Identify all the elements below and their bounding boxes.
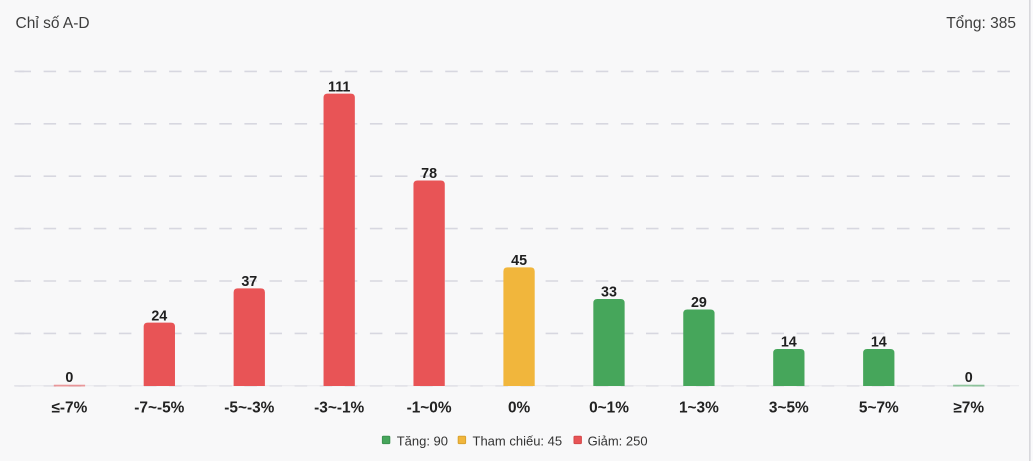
svg-text:0: 0	[65, 370, 73, 386]
svg-text:0~1%: 0~1%	[589, 400, 629, 417]
svg-text:-5~-3%: -5~-3%	[224, 400, 274, 417]
svg-text:-1~0%: -1~0%	[407, 400, 452, 417]
svg-text:45: 45	[511, 253, 527, 269]
svg-text:Tăng: 90: Tăng: 90	[397, 433, 448, 448]
svg-text:14: 14	[871, 335, 887, 351]
svg-text:24: 24	[151, 308, 167, 324]
svg-text:29: 29	[691, 295, 707, 311]
svg-text:78: 78	[421, 166, 437, 182]
svg-text:≤-7%: ≤-7%	[51, 400, 87, 417]
svg-text:Giảm: 250: Giảm: 250	[588, 433, 648, 448]
svg-text:-3~-1%: -3~-1%	[314, 400, 364, 417]
svg-text:0%: 0%	[508, 400, 531, 417]
svg-text:111: 111	[328, 79, 350, 95]
svg-text:1~3%: 1~3%	[679, 400, 719, 417]
svg-text:5~7%: 5~7%	[859, 400, 899, 417]
svg-text:0: 0	[965, 370, 973, 386]
svg-text:33: 33	[601, 285, 617, 301]
svg-text:14: 14	[781, 335, 797, 351]
svg-text:37: 37	[241, 274, 257, 290]
svg-text:≥7%: ≥7%	[953, 400, 984, 417]
svg-text:-7~-5%: -7~-5%	[134, 400, 184, 417]
svg-text:Tham chiếu: 45: Tham chiếu: 45	[473, 433, 563, 448]
svg-text:3~5%: 3~5%	[769, 400, 809, 417]
